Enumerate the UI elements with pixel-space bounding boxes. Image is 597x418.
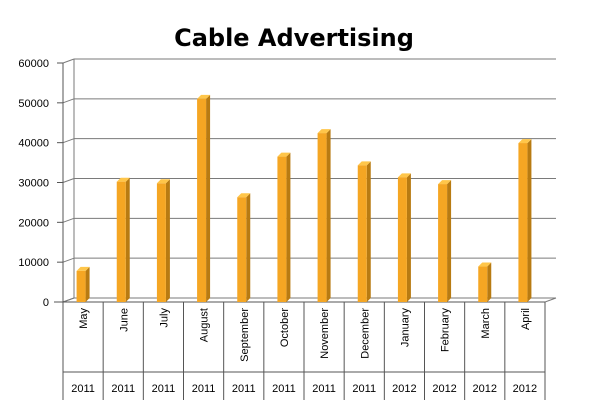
bar-side [85, 266, 90, 302]
bar [357, 165, 367, 302]
year-label: 2011 [232, 383, 256, 395]
year-label: 2011 [152, 383, 176, 395]
bar-top [76, 266, 90, 271]
bar-top [197, 94, 211, 99]
bar-top [116, 177, 130, 182]
bars [76, 94, 532, 302]
bar [478, 266, 488, 302]
x-tick-label: December [359, 308, 371, 359]
bar [277, 156, 287, 302]
chart-title: Cable Advertising [174, 24, 414, 52]
y-tick-label: 10000 [18, 257, 49, 269]
x-tick-label: June [118, 308, 130, 332]
gridline-side [62, 217, 75, 223]
x-tick-label: May [78, 308, 90, 329]
bar-side [206, 94, 211, 302]
bar-side [125, 177, 130, 302]
y-tick-label: 60000 [18, 58, 49, 70]
x-tick-label: March [480, 308, 492, 339]
y-tick-label: 20000 [18, 217, 49, 229]
x-tick-label: October [279, 308, 291, 347]
x-tick-label: September [239, 308, 251, 362]
year-label: 2012 [513, 383, 537, 395]
bar [116, 181, 126, 302]
year-label: 2011 [192, 383, 216, 395]
year-label: 2012 [473, 383, 497, 395]
bar [197, 98, 207, 302]
x-tick-label: November [319, 308, 331, 359]
bar-top [397, 173, 411, 178]
bar-side [527, 139, 532, 302]
x-tick-label: February [440, 308, 452, 353]
axis-labels: 0 10000 20000 30000 40000 50000 60000 May June Ju… [18, 58, 537, 395]
x-tick-label: August [199, 308, 211, 342]
floor-left-edge [62, 297, 75, 303]
bar [518, 143, 528, 302]
year-label: 2012 [432, 383, 456, 395]
gridline-side [62, 257, 75, 263]
x-tick-label: January [399, 308, 411, 348]
x-tick-label: April [520, 308, 532, 330]
bar-side [246, 193, 251, 302]
y-tick-label: 0 [43, 297, 49, 309]
bar [317, 133, 327, 302]
bar-side [326, 129, 331, 302]
bar [156, 183, 166, 302]
gridline-side [62, 178, 75, 183]
gridline-side [62, 138, 75, 144]
y-tick-label: 30000 [18, 178, 49, 190]
floor-right-edge [544, 297, 557, 303]
year-label: 2011 [352, 383, 376, 395]
bar-side [366, 161, 371, 302]
year-label: 2011 [312, 383, 336, 395]
year-label: 2011 [111, 383, 135, 395]
bar [397, 177, 407, 302]
y-tick-label: 50000 [18, 98, 49, 110]
bar [237, 197, 247, 302]
bar [438, 184, 448, 302]
bar [76, 270, 86, 302]
axes [54, 59, 557, 400]
bar-top [317, 129, 331, 134]
bar-side [447, 180, 452, 302]
bar-top [518, 139, 532, 144]
bar-side [487, 262, 492, 302]
bar-side [165, 179, 170, 302]
bar-side [286, 152, 291, 302]
bar-top [478, 262, 492, 267]
gridlines [62, 58, 556, 303]
year-label: 2011 [272, 383, 296, 395]
gridline-side [62, 98, 75, 104]
bar-top [237, 193, 251, 198]
bar-top [156, 179, 170, 184]
year-label: 2012 [392, 383, 416, 395]
bar-top [357, 161, 371, 166]
y-tick-label: 40000 [18, 138, 49, 150]
bar-top [277, 152, 291, 157]
x-tick-label: July [158, 308, 170, 328]
bar-top [438, 180, 452, 185]
bar-side [406, 173, 411, 302]
gridline-side [62, 58, 75, 64]
year-label: 2011 [71, 383, 95, 395]
